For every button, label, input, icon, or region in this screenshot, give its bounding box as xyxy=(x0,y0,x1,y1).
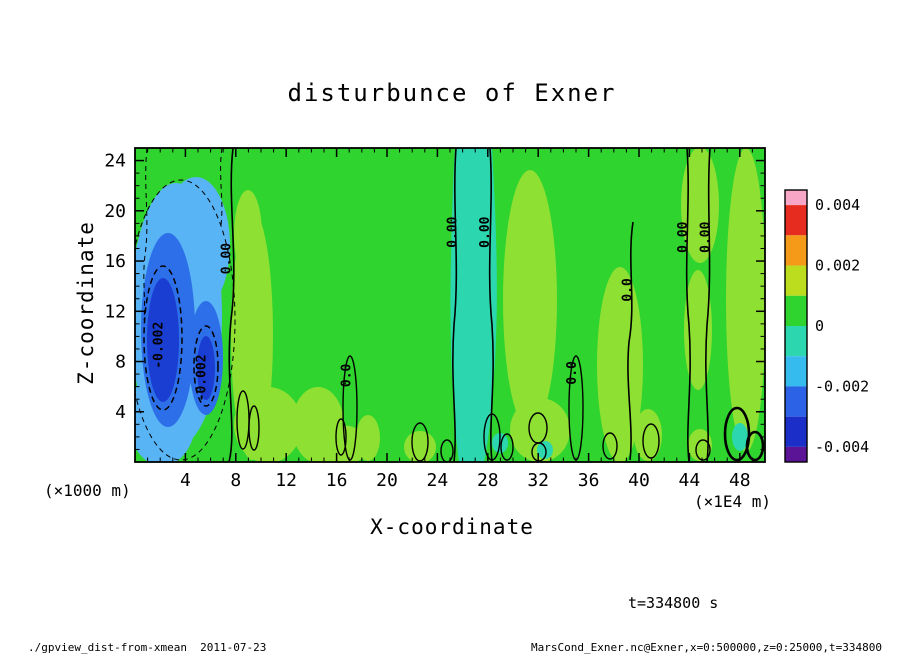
colorbar-band xyxy=(785,190,807,206)
footer-command-line: ./gpview_dist-from-xmean 2011-07-23 xyxy=(28,641,267,654)
y-axis-title: Z-coordinate xyxy=(74,221,98,385)
contour-label: 0.0 xyxy=(339,363,354,387)
contour-label: 0.00 xyxy=(445,216,460,247)
axis-ticks xyxy=(135,148,765,462)
y-tick-label: 12 xyxy=(104,301,126,322)
contour-field xyxy=(135,148,765,462)
x-tick-label: 44 xyxy=(679,470,701,491)
colorbar-band xyxy=(785,265,807,296)
x-tick-label: 12 xyxy=(275,470,297,491)
contour-label: 0.0 xyxy=(620,278,635,302)
x-tick-label: 4 xyxy=(180,470,191,491)
contour-label: 0.00 xyxy=(478,216,493,247)
contour-labels: -0.002 -0.002 0.00 0.0 0.00 0.00 0.0 0.0 0.00 0.0… xyxy=(152,216,714,401)
x-tick-label: 32 xyxy=(527,470,549,491)
x-tick-label: 8 xyxy=(230,470,241,491)
colorbar-band xyxy=(785,205,807,236)
x-tick-label: 28 xyxy=(477,470,499,491)
colorbar-tick-label: 0.002 xyxy=(815,257,860,275)
field-teal-stripe xyxy=(450,148,748,462)
colorbar-band xyxy=(785,326,807,357)
x-axis-unit-label: (×1E4 m) xyxy=(694,492,772,511)
y-tick-label: 8 xyxy=(115,352,126,373)
footer-dataset-info: MarsCond_Exner.nc@Exner,x=0:500000,z=0:2… xyxy=(531,641,882,654)
contour-label: 0.00 xyxy=(676,221,691,252)
y-tick-label: 16 xyxy=(104,251,126,272)
x-tick-label: 40 xyxy=(628,470,650,491)
x-tick-label: 24 xyxy=(427,470,449,491)
x-tick-label: 20 xyxy=(376,470,398,491)
colorbar-tick-label: 0 xyxy=(815,317,824,335)
colorbar-tick-label: -0.002 xyxy=(815,377,869,395)
y-tick-label: 4 xyxy=(115,402,126,423)
colorbar-frame xyxy=(784,189,808,463)
field-dark-blue-cores xyxy=(147,278,215,402)
contour-label: 0.00 xyxy=(699,221,714,252)
contour-label: 0.00 xyxy=(220,243,235,274)
colorbar-band xyxy=(785,356,807,387)
field-background-green xyxy=(135,148,765,462)
contour-label: -0.002 xyxy=(195,354,210,401)
y-axis-unit-label: (×1000 m) xyxy=(44,481,131,500)
y-tick-label: 20 xyxy=(104,201,126,222)
y-tick-label: 24 xyxy=(104,151,126,172)
contour-label: -0.002 xyxy=(152,322,167,369)
colorbar-band xyxy=(785,446,807,462)
time-annotation: t=334800 s xyxy=(628,594,719,612)
colorbar-tick-label: 0.004 xyxy=(815,196,860,214)
colorbar-band xyxy=(785,386,807,417)
contour-lines xyxy=(135,148,765,462)
colorbar-tick-label: -0.004 xyxy=(815,438,869,456)
chart-title: disturbunce of Exner xyxy=(287,79,617,107)
colorbar: 0.004 0.002 0 -0.002 -0.004 xyxy=(784,189,869,463)
colorbar-band xyxy=(785,295,807,326)
x-tick-label: 36 xyxy=(578,470,600,491)
x-tick-label: 16 xyxy=(326,470,348,491)
colorbar-band xyxy=(785,235,807,266)
x-axis-title: X-coordinate xyxy=(370,515,534,539)
contour-label: 0.0 xyxy=(565,361,580,385)
x-tick-label: 48 xyxy=(729,470,751,491)
colorbar-band xyxy=(785,416,807,447)
